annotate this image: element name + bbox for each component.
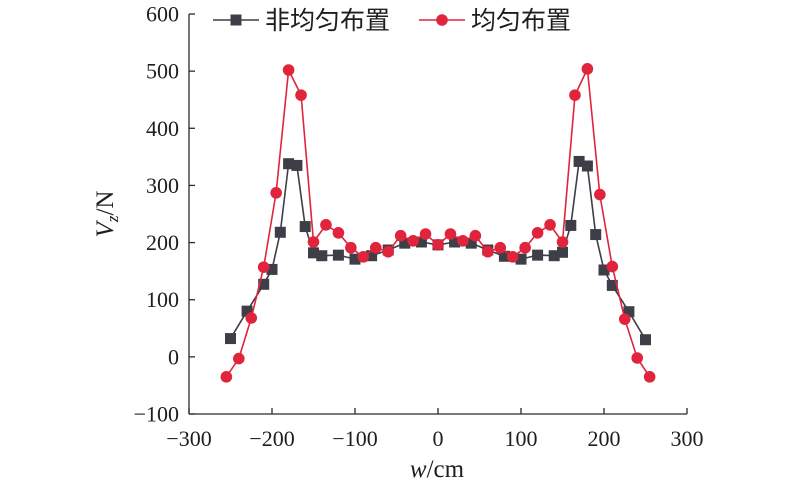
series-2-marker <box>270 187 282 199</box>
series-1-marker <box>308 247 319 259</box>
series-1-marker <box>291 159 303 171</box>
series-2-marker <box>544 219 556 231</box>
x-axis-title: w/cm <box>410 456 465 483</box>
series-2-marker <box>482 245 494 258</box>
series-2-marker <box>432 239 444 251</box>
series-2-marker <box>494 241 507 254</box>
series-2-marker <box>357 251 370 263</box>
series-1-marker <box>332 249 344 261</box>
y-tick-label: 200 <box>146 230 179 255</box>
plot-area <box>220 63 656 383</box>
series-2-marker <box>419 228 432 240</box>
series-1-marker <box>606 279 618 291</box>
series-2-marker <box>594 188 606 201</box>
series-2-line <box>225 68 651 378</box>
series-1-marker <box>316 250 328 262</box>
series-2-marker <box>382 245 395 258</box>
series-2-marker <box>282 64 295 76</box>
series-1-marker <box>266 263 278 275</box>
series-2-marker <box>531 227 544 239</box>
series-1-marker <box>565 219 577 231</box>
x-tick-label: 200 <box>588 426 621 451</box>
series-1-marker <box>548 250 560 262</box>
legend-entry-2: 均匀布置 <box>419 6 571 35</box>
series-1-marker <box>274 226 286 238</box>
legend-marker <box>230 14 242 26</box>
series-2-marker <box>245 312 258 324</box>
legend-label: 非均匀布置 <box>265 6 390 35</box>
series-1-marker <box>590 229 602 241</box>
x-tick-label: −300 <box>166 426 211 451</box>
y-axis-subscript: z <box>103 215 122 223</box>
legend-label: 均匀布置 <box>471 6 571 35</box>
series-1-marker <box>399 237 411 249</box>
y-axis-unit: /N <box>92 191 119 216</box>
series-1-marker <box>225 333 236 345</box>
series-2-marker <box>631 352 643 364</box>
series-2-marker <box>369 241 382 254</box>
x-axis-unit: /cm <box>427 456 465 483</box>
series-2-marker <box>581 63 594 75</box>
series-1-marker <box>299 221 311 233</box>
y-tick-label: −100 <box>134 402 179 427</box>
series-2-marker <box>643 371 656 383</box>
legend-marker <box>436 14 448 26</box>
series-1-marker <box>415 236 427 248</box>
series-1-marker <box>623 306 635 318</box>
series-2-marker <box>295 89 307 101</box>
series-2-marker <box>444 228 457 240</box>
series-2-marker <box>519 241 531 254</box>
y-tick-label: 600 <box>146 2 179 27</box>
series-1-marker <box>258 278 270 290</box>
series-2-marker <box>606 260 619 273</box>
x-tick-label: 0 <box>433 426 444 451</box>
x-tick-label: 300 <box>671 426 704 451</box>
legend: 非均匀布置 均匀布置 <box>213 6 571 35</box>
series-1-marker <box>557 246 568 258</box>
series-2-marker <box>556 236 569 248</box>
series-2-marker <box>394 229 407 242</box>
series-1-marker <box>515 253 527 265</box>
x-tick-label: −200 <box>249 426 294 451</box>
series-1-marker <box>598 264 610 276</box>
series-2-marker <box>307 236 320 248</box>
series-2-marker <box>506 251 519 263</box>
series-1-marker <box>241 305 253 317</box>
y-tick-label: 400 <box>146 116 179 141</box>
series-1-marker <box>349 253 361 265</box>
y-tick-label: 300 <box>146 173 179 198</box>
y-tick-label: 500 <box>146 59 179 84</box>
series-1-marker <box>449 236 461 248</box>
x-axis-symbol: w <box>410 456 427 483</box>
series-1-marker <box>532 249 544 261</box>
series-2-marker <box>618 313 631 325</box>
series-1-marker <box>283 158 295 170</box>
y-axis-symbol: V <box>92 219 119 237</box>
series-2-marker <box>469 229 482 242</box>
series-2-marker <box>320 219 332 231</box>
series-1-marker <box>465 237 477 249</box>
series-2-marker <box>220 371 233 383</box>
series-2-marker <box>569 89 581 101</box>
series-2 <box>220 63 656 383</box>
legend-entry-1: 非均匀布置 <box>213 6 390 35</box>
y-axis-title: Vz/N <box>92 191 122 238</box>
series-1-marker <box>498 250 510 262</box>
series-1-marker <box>581 160 593 172</box>
series-2-marker <box>257 261 270 273</box>
x-tick-label: 100 <box>505 426 538 451</box>
series-1-marker <box>366 250 378 262</box>
y-tick-label: 0 <box>168 344 179 369</box>
series-1-marker <box>573 155 585 167</box>
series-1-marker <box>640 334 651 346</box>
y-tick-label: 100 <box>146 287 179 312</box>
axes: −300 −200 −100 0 100 200 300 −100 0 100 200 300 400 5… <box>134 2 704 452</box>
series-2-marker <box>457 235 469 247</box>
series-2-marker <box>332 227 345 239</box>
series-2-marker <box>407 235 419 247</box>
series-2-marker <box>233 352 245 365</box>
x-tick-label: −100 <box>332 426 377 451</box>
series-2-marker <box>345 241 357 254</box>
